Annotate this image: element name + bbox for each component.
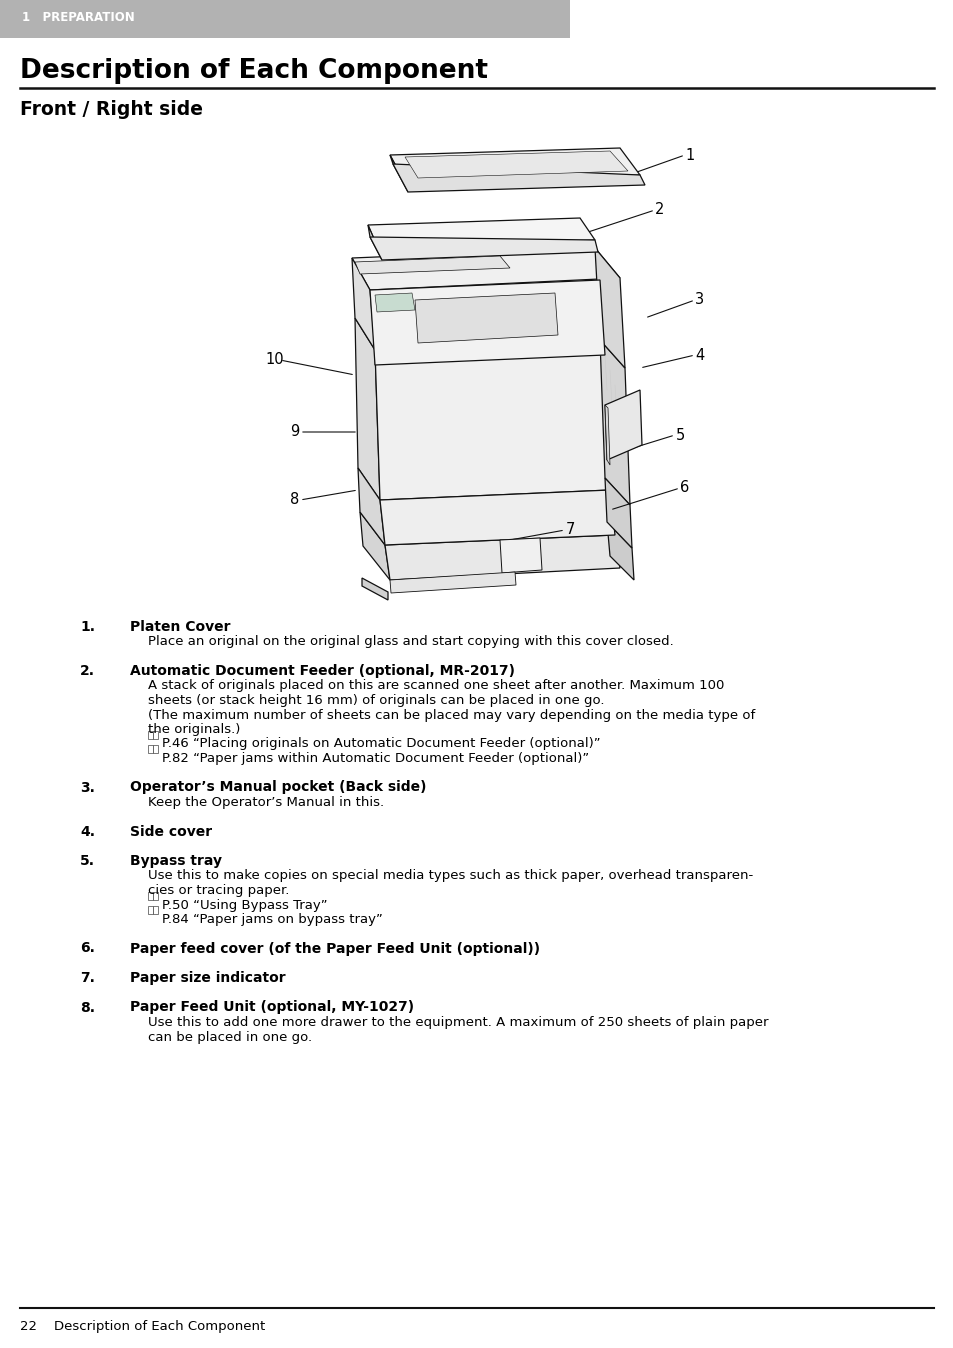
Polygon shape: [415, 293, 558, 342]
Polygon shape: [604, 390, 641, 460]
Text: Keep the Operator’s Manual in this.: Keep the Operator’s Manual in this.: [148, 797, 384, 809]
Bar: [152, 906, 158, 914]
Text: 2.: 2.: [80, 665, 95, 678]
Text: Platen Cover: Platen Cover: [130, 620, 231, 634]
Polygon shape: [405, 151, 627, 178]
Polygon shape: [606, 522, 634, 580]
Polygon shape: [390, 155, 408, 191]
Polygon shape: [370, 280, 604, 365]
Text: Paper size indicator: Paper size indicator: [130, 971, 285, 985]
Polygon shape: [599, 340, 629, 506]
Text: cies or tracing paper.: cies or tracing paper.: [148, 884, 289, 896]
Text: can be placed in one go.: can be placed in one go.: [148, 1030, 312, 1043]
Bar: [0, 0, 569, 38]
Polygon shape: [390, 148, 639, 183]
Text: 5.: 5.: [80, 855, 95, 868]
Text: sheets (or stack height 16 mm) of originals can be placed in one go.: sheets (or stack height 16 mm) of origin…: [148, 694, 604, 706]
Polygon shape: [355, 318, 379, 500]
Text: 8.: 8.: [80, 1000, 95, 1015]
Text: A stack of originals placed on this are scanned one sheet after another. Maximum: A stack of originals placed on this are …: [148, 679, 723, 693]
Polygon shape: [375, 340, 609, 500]
Text: Description of Each Component: Description of Each Component: [20, 58, 488, 84]
Text: 10: 10: [265, 352, 284, 368]
Text: 6: 6: [679, 480, 689, 496]
Text: Side cover: Side cover: [130, 825, 212, 838]
Text: 4.: 4.: [80, 825, 95, 838]
Polygon shape: [368, 218, 595, 248]
Bar: [148, 891, 152, 899]
Text: 3: 3: [695, 293, 704, 307]
Polygon shape: [357, 468, 385, 545]
Bar: [148, 745, 152, 754]
Bar: [148, 906, 152, 914]
Text: Front / Right side: Front / Right side: [20, 100, 203, 119]
Text: Paper feed cover (of the Paper Feed Unit (optional)): Paper feed cover (of the Paper Feed Unit…: [130, 941, 539, 956]
Polygon shape: [375, 293, 415, 311]
Text: P.84 “Paper jams on bypass tray”: P.84 “Paper jams on bypass tray”: [162, 913, 382, 926]
Text: 1   PREPARATION: 1 PREPARATION: [22, 11, 134, 24]
Text: Place an original on the original glass and start copying with this cover closed: Place an original on the original glass …: [148, 635, 673, 648]
Bar: [152, 891, 158, 899]
Bar: [152, 731, 158, 739]
Text: 22    Description of Each Component: 22 Description of Each Component: [20, 1320, 265, 1333]
Text: Automatic Document Feeder (optional, MR-2017): Automatic Document Feeder (optional, MR-…: [130, 665, 515, 678]
Polygon shape: [595, 248, 624, 368]
Text: Bypass tray: Bypass tray: [130, 855, 222, 868]
Text: Operator’s Manual pocket (Back side): Operator’s Manual pocket (Back side): [130, 780, 426, 794]
Bar: [148, 731, 152, 739]
Polygon shape: [352, 248, 619, 290]
Text: P.46 “Placing originals on Automatic Document Feeder (optional)”: P.46 “Placing originals on Automatic Doc…: [162, 737, 600, 751]
Polygon shape: [499, 538, 541, 573]
Text: Use this to make copies on special media types such as thick paper, overhead tra: Use this to make copies on special media…: [148, 869, 753, 883]
Polygon shape: [604, 479, 631, 549]
Text: 8: 8: [290, 492, 299, 507]
Polygon shape: [352, 257, 375, 350]
Text: 1: 1: [684, 147, 694, 163]
Text: the originals.): the originals.): [148, 723, 240, 736]
Text: 7: 7: [565, 523, 574, 538]
Text: 3.: 3.: [80, 780, 95, 794]
Text: P.82 “Paper jams within Automatic Document Feeder (optional)”: P.82 “Paper jams within Automatic Docume…: [162, 752, 589, 766]
Bar: [152, 745, 158, 754]
Text: Use this to add one more drawer to the equipment. A maximum of 250 sheets of pla: Use this to add one more drawer to the e…: [148, 1016, 768, 1029]
Polygon shape: [390, 572, 516, 593]
Polygon shape: [379, 491, 615, 545]
Text: 2: 2: [655, 202, 664, 217]
Text: 1.: 1.: [80, 620, 95, 634]
Text: 6.: 6.: [80, 941, 95, 956]
Polygon shape: [361, 578, 388, 600]
Polygon shape: [368, 225, 381, 260]
Text: 7.: 7.: [80, 971, 95, 985]
Polygon shape: [393, 164, 644, 191]
Polygon shape: [370, 237, 598, 260]
Polygon shape: [355, 256, 510, 274]
Text: (The maximum number of sheets can be placed may vary depending on the media type: (The maximum number of sheets can be pla…: [148, 709, 755, 721]
Polygon shape: [359, 512, 390, 580]
Polygon shape: [604, 404, 609, 465]
Text: P.50 “Using Bypass Tray”: P.50 “Using Bypass Tray”: [162, 899, 327, 911]
Text: Paper Feed Unit (optional, MY-1027): Paper Feed Unit (optional, MY-1027): [130, 1000, 414, 1015]
Text: 5: 5: [675, 427, 684, 442]
Text: 4: 4: [695, 348, 704, 363]
Text: 9: 9: [290, 425, 299, 439]
Polygon shape: [385, 535, 619, 580]
